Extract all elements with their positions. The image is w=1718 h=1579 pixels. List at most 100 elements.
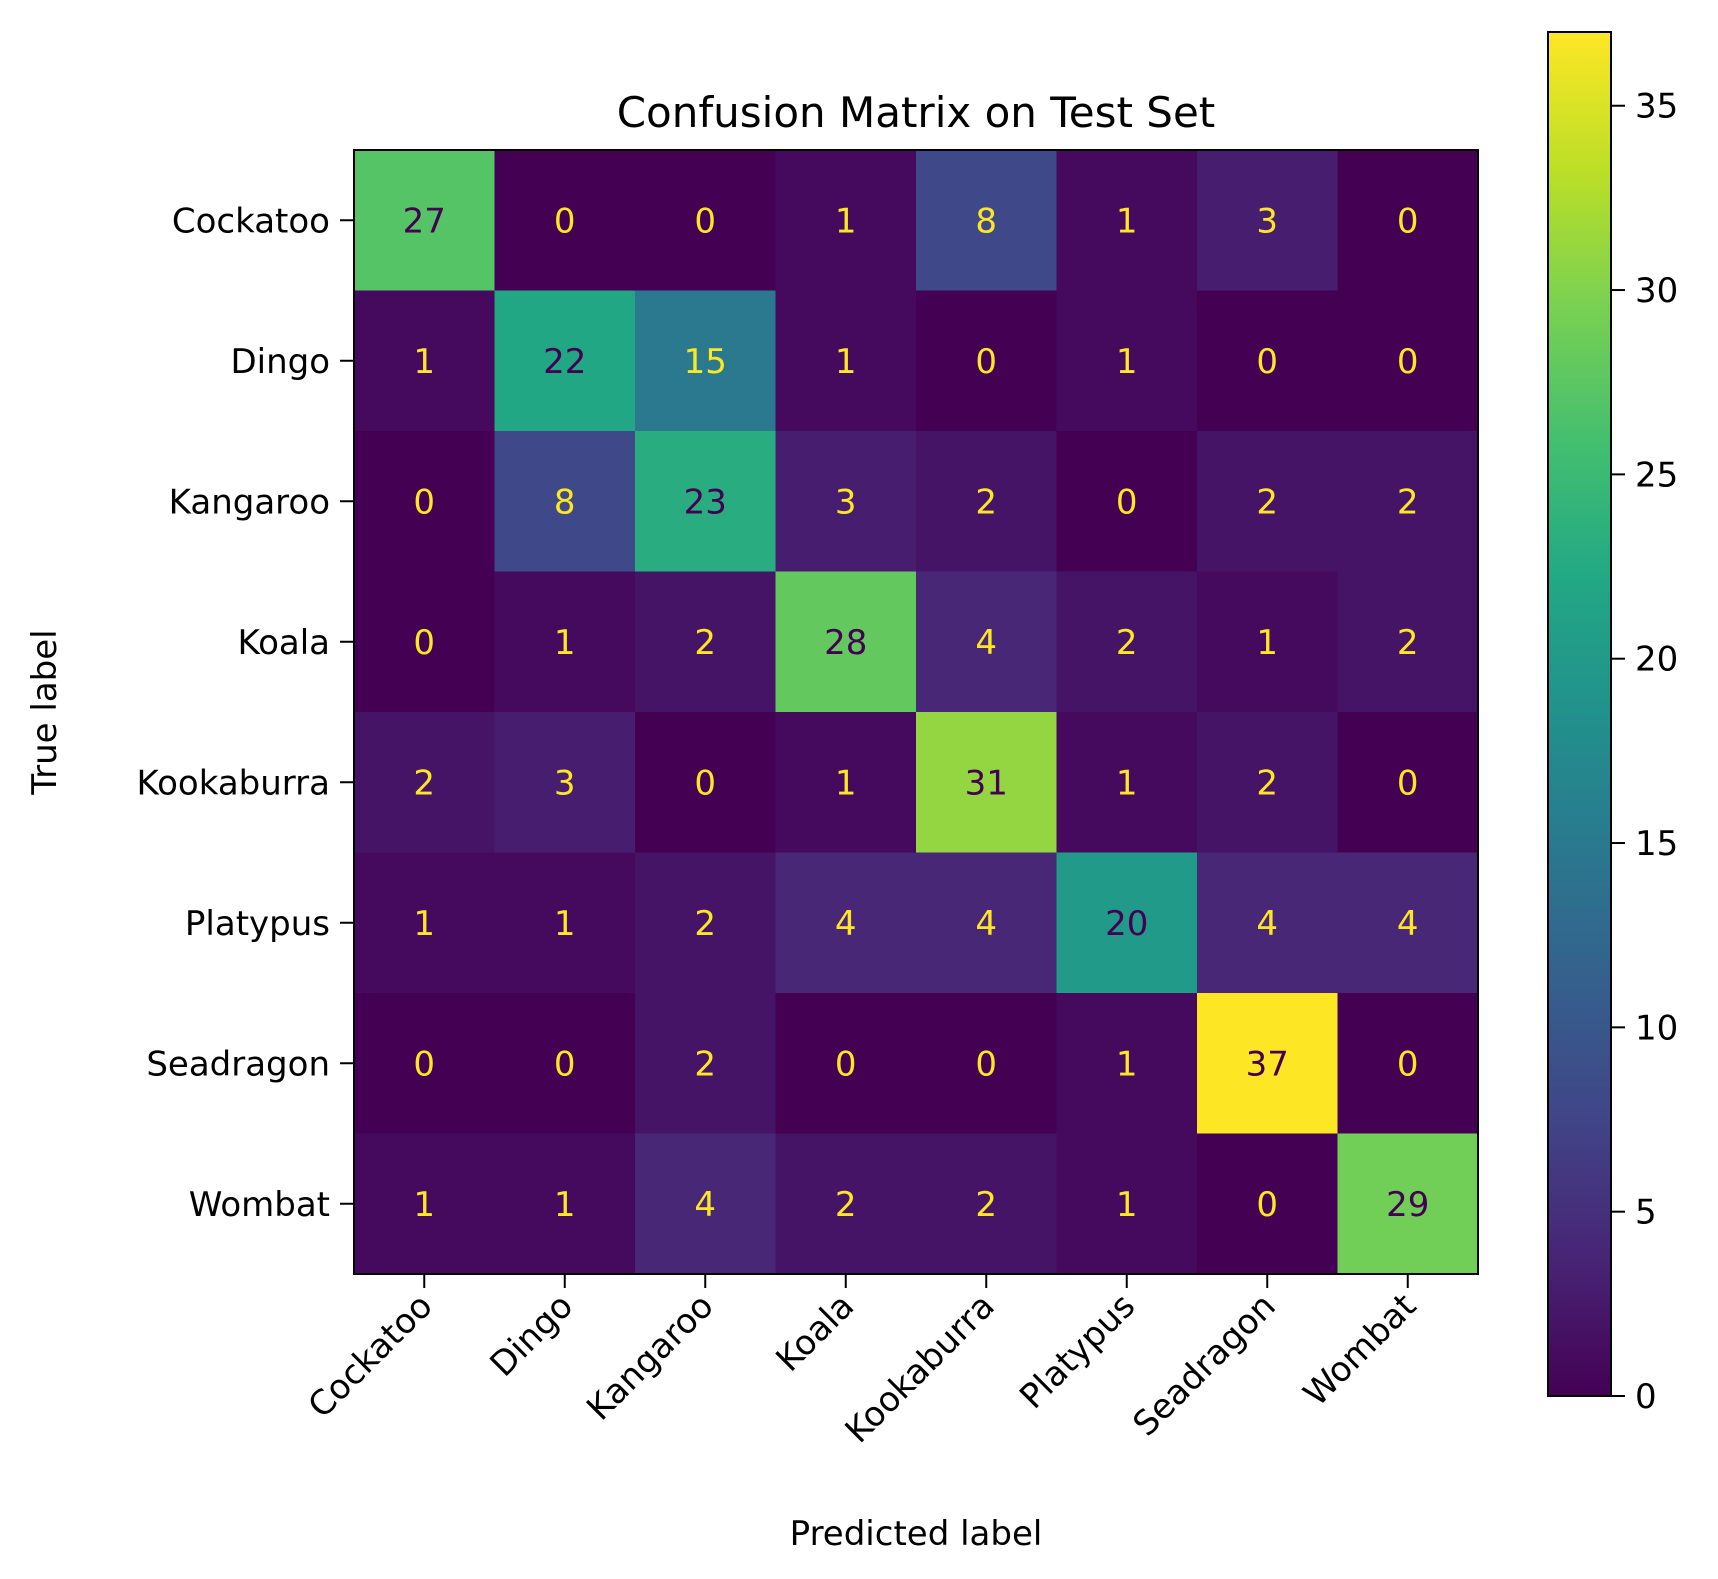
y-tick-label: Dingo bbox=[230, 342, 330, 382]
cell-value-label: 0 bbox=[1397, 201, 1419, 241]
cell-value-label: 4 bbox=[975, 623, 997, 663]
heatmap-cell bbox=[494, 150, 636, 291]
colorbar bbox=[1547, 31, 1612, 1397]
cell-value-label: 4 bbox=[1397, 904, 1419, 944]
heatmap-cell bbox=[1197, 993, 1338, 1134]
heatmap-cell bbox=[1337, 993, 1479, 1134]
cell-value-label: 0 bbox=[975, 342, 997, 382]
heatmap-cell bbox=[1056, 712, 1198, 853]
heatmap-cell bbox=[635, 571, 776, 713]
cell-value-label: 29 bbox=[1386, 1185, 1429, 1225]
cell-value-label: 0 bbox=[413, 482, 435, 522]
x-tick-label: Cockatoo bbox=[301, 1286, 441, 1426]
cell-value-label: 0 bbox=[975, 1044, 997, 1084]
heatmap-cell bbox=[354, 431, 495, 572]
heatmap-cell bbox=[635, 431, 776, 572]
cell-value-label: 8 bbox=[975, 201, 997, 241]
chart-title: Confusion Matrix on Test Set bbox=[617, 88, 1216, 137]
cell-value-label: 1 bbox=[554, 904, 576, 944]
cell-value-label: 2 bbox=[1256, 482, 1278, 522]
heatmap-cell bbox=[1197, 1133, 1338, 1275]
cell-value-label: 0 bbox=[554, 201, 576, 241]
y-axis-ticks: Cockatoo Dingo Kangaroo Koala Kookaburra Plat… bbox=[137, 201, 354, 1225]
colorbar-tick-label: 25 bbox=[1635, 455, 1678, 495]
cell-value-label: 0 bbox=[1397, 342, 1419, 382]
cell-value-label: 1 bbox=[835, 342, 857, 382]
colorbar-tick-label: 15 bbox=[1635, 824, 1678, 864]
cell-value-label: 0 bbox=[1256, 1185, 1278, 1225]
heatmap-cell-labels: 27 0 0 1 8 1 3 01 22 15 1 0 1 0 00 8 23 3 2 0 2 20 1 2 28 4 2 1 22 3 0… bbox=[403, 201, 1430, 1225]
heatmap-cell bbox=[775, 993, 917, 1134]
colorbar-tick-label: 0 bbox=[1635, 1377, 1657, 1417]
cell-value-label: 28 bbox=[824, 623, 867, 663]
heatmap-cell bbox=[1337, 150, 1479, 291]
cell-value-label: 1 bbox=[1116, 1185, 1138, 1225]
y-tick-label: Koala bbox=[237, 623, 330, 663]
heatmap-cell bbox=[1056, 993, 1198, 1134]
heatmap-cell bbox=[1337, 571, 1479, 713]
cell-value-label: 2 bbox=[835, 1185, 857, 1225]
cell-value-label: 0 bbox=[1397, 763, 1419, 803]
heatmap-cell bbox=[775, 852, 917, 994]
cell-value-label: 23 bbox=[684, 482, 727, 522]
cell-value-label: 1 bbox=[554, 1185, 576, 1225]
heatmap-cell bbox=[1197, 571, 1338, 713]
heatmap-cell bbox=[1056, 150, 1198, 291]
cell-value-label: 3 bbox=[554, 763, 576, 803]
x-tick-label: Dingo bbox=[482, 1286, 581, 1385]
heatmap-cell bbox=[1197, 431, 1338, 572]
colorbar-ticks: 0 5 10 15 20 25 30 35 bbox=[1611, 87, 1678, 1417]
heatmap-cell bbox=[1056, 1133, 1198, 1275]
cell-value-label: 31 bbox=[965, 763, 1008, 803]
heatmap-cell bbox=[494, 993, 636, 1134]
cell-value-label: 0 bbox=[1116, 482, 1138, 522]
y-tick-label: Seadragon bbox=[146, 1044, 330, 1084]
cell-value-label: 1 bbox=[1116, 763, 1138, 803]
cell-value-label: 27 bbox=[403, 201, 446, 241]
heatmap-cell bbox=[775, 150, 917, 291]
heatmap-cell bbox=[354, 290, 495, 432]
heatmap-cell bbox=[635, 852, 776, 994]
y-tick-label: Cockatoo bbox=[172, 201, 330, 241]
cell-value-label: 1 bbox=[835, 201, 857, 241]
cell-value-label: 0 bbox=[694, 763, 716, 803]
heatmap-cell bbox=[916, 993, 1057, 1134]
heatmap-cell bbox=[494, 1133, 636, 1275]
colorbar-tick-label: 35 bbox=[1635, 87, 1678, 127]
cell-value-label: 1 bbox=[1116, 201, 1138, 241]
heatmap-cells bbox=[354, 150, 1479, 1275]
cell-value-label: 2 bbox=[975, 1185, 997, 1225]
heatmap-cell bbox=[635, 290, 776, 432]
heatmap-cell bbox=[354, 1133, 495, 1275]
heatmap-cell bbox=[354, 852, 495, 994]
cell-value-label: 3 bbox=[835, 482, 857, 522]
y-tick-label: Platypus bbox=[185, 904, 330, 944]
cell-value-label: 2 bbox=[413, 763, 435, 803]
cell-value-label: 2 bbox=[1397, 623, 1419, 663]
cell-value-label: 0 bbox=[835, 1044, 857, 1084]
heatmap-cell bbox=[1337, 290, 1479, 432]
cell-value-label: 15 bbox=[684, 342, 727, 382]
heatmap-cell bbox=[775, 290, 917, 432]
heatmap-cell bbox=[635, 712, 776, 853]
heatmap-cell bbox=[916, 150, 1057, 291]
heatmap-cell bbox=[775, 1133, 917, 1275]
heatmap-cell bbox=[916, 431, 1057, 572]
y-tick-label: Kangaroo bbox=[169, 482, 330, 522]
cell-value-label: 1 bbox=[413, 904, 435, 944]
heatmap-cell bbox=[635, 150, 776, 291]
heatmap-cell bbox=[1337, 431, 1479, 572]
heatmap-cell bbox=[1056, 571, 1198, 713]
heatmap-cell bbox=[494, 290, 636, 432]
cell-value-label: 2 bbox=[694, 904, 716, 944]
cell-value-label: 2 bbox=[694, 623, 716, 663]
cell-value-label: 0 bbox=[554, 1044, 576, 1084]
heatmap-cell bbox=[635, 993, 776, 1134]
cell-value-label: 1 bbox=[413, 1185, 435, 1225]
y-tick-label: Wombat bbox=[189, 1185, 330, 1225]
heatmap-cell bbox=[916, 852, 1057, 994]
cell-value-label: 2 bbox=[694, 1044, 716, 1084]
cell-value-label: 0 bbox=[1397, 1044, 1419, 1084]
cell-value-label: 4 bbox=[975, 904, 997, 944]
